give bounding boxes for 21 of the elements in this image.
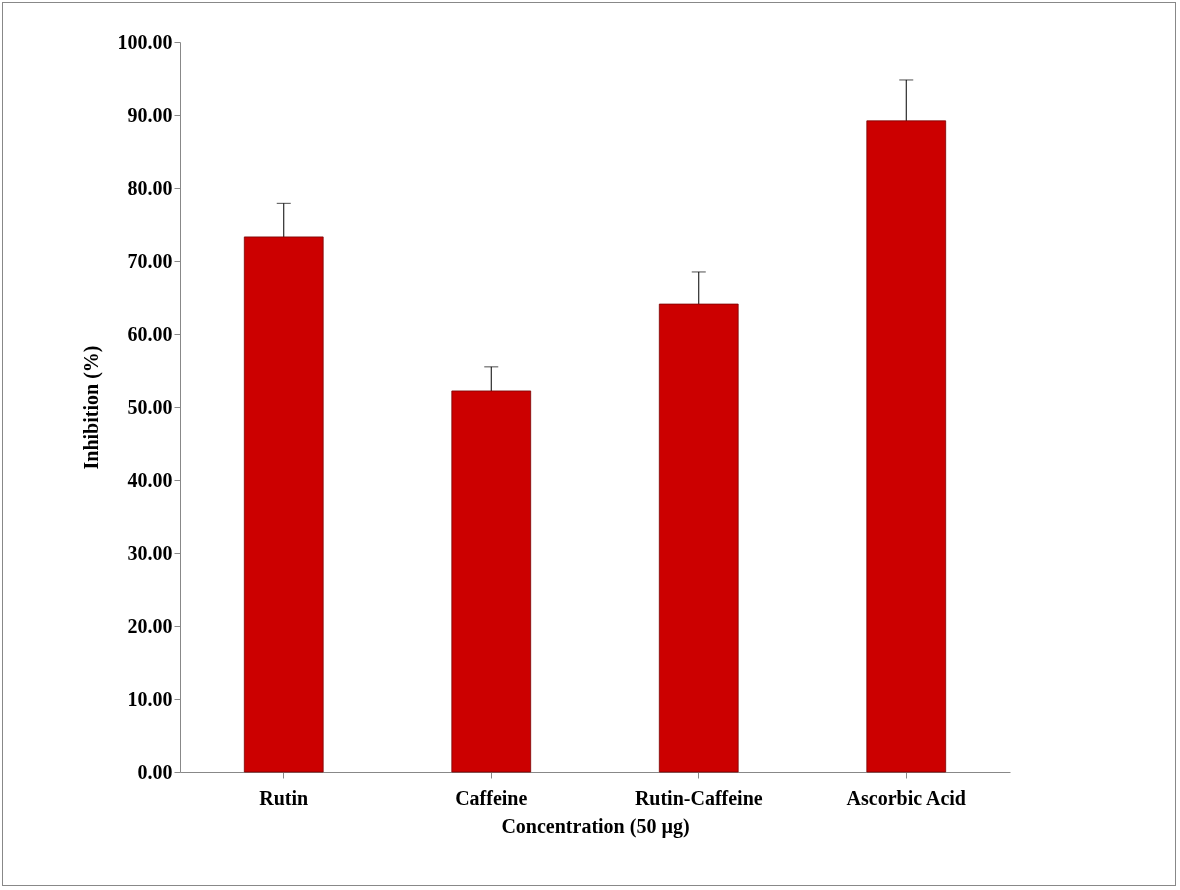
- bar: [866, 120, 947, 773]
- y-tick-label: 80.00: [127, 176, 173, 199]
- y-tick-label: 0.00: [137, 760, 173, 783]
- y-axis-title: Inhibition (%): [79, 345, 103, 470]
- y-tick-label: 20.00: [127, 614, 173, 637]
- bar: [658, 303, 739, 773]
- y-tick-label: 50.00: [127, 395, 173, 418]
- x-tick-label: Rutin: [259, 786, 309, 809]
- bar: [451, 390, 532, 773]
- x-axis-title: Concentration (50 µg): [501, 814, 690, 838]
- y-tick-label: 70.00: [127, 249, 173, 272]
- y-tick-label: 10.00: [127, 687, 173, 710]
- x-tick-label: Rutin-Caffeine: [634, 786, 763, 809]
- x-tick-label: Ascorbic Acid: [846, 786, 966, 809]
- y-tick-label: 30.00: [127, 541, 173, 564]
- y-tick-label: 40.00: [127, 468, 173, 491]
- x-tick-label: Caffeine: [455, 786, 528, 809]
- y-tick-label: 90.00: [127, 103, 173, 126]
- y-tick-label: 60.00: [127, 322, 173, 345]
- bar: [243, 236, 324, 773]
- y-tick-label: 100.00: [117, 30, 173, 53]
